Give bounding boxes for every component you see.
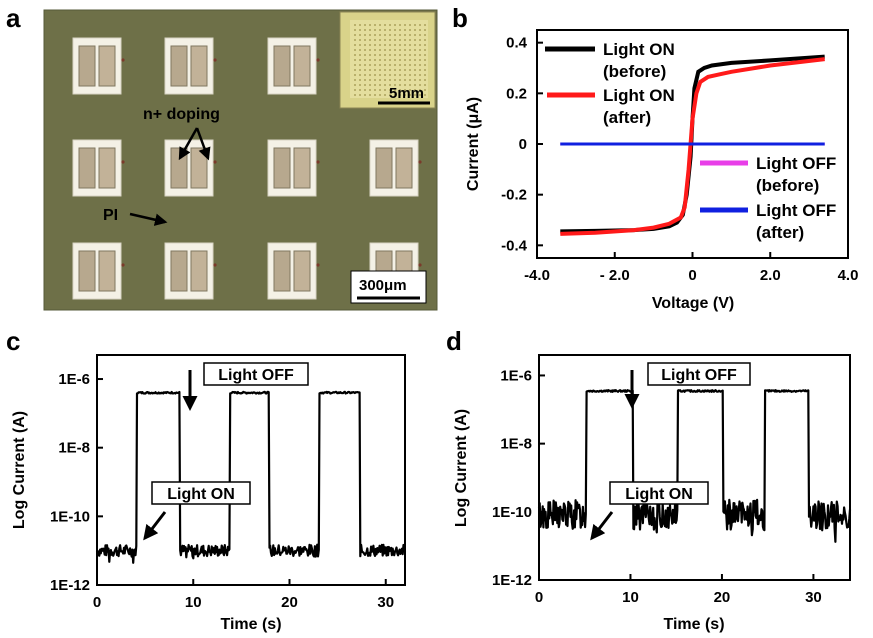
- panel-b-letter: b: [452, 3, 468, 33]
- iv-ylabel: Current (μA): [465, 97, 482, 191]
- c-plot-frame: [96, 354, 406, 586]
- x-tick-label: 0: [688, 267, 696, 284]
- d-ylabel: Log Current (A): [453, 409, 470, 527]
- x-tick-label: 30: [377, 594, 394, 611]
- device-pad: [72, 139, 125, 197]
- legend-label: (after): [603, 108, 651, 127]
- device-pad: [267, 37, 320, 95]
- legend-label: Light ON: [603, 40, 675, 59]
- panel-a-letter: a: [6, 3, 21, 33]
- device-pad: [369, 139, 422, 197]
- d-light-off-label: Light OFF: [661, 367, 737, 384]
- iv-xlabel: Voltage (V): [652, 295, 734, 312]
- c-xlabel: Time (s): [220, 616, 281, 633]
- x-tick-label: -4.0: [524, 267, 550, 284]
- pi-annotation: PI: [103, 207, 118, 224]
- x-tick-label: - 2.0: [600, 267, 630, 284]
- micrograph: 5mm n+ doping PI 300μm: [43, 9, 438, 311]
- d-light-on-box: [609, 481, 709, 505]
- x-tick-label: 20: [714, 589, 731, 606]
- panel-d-letter: d: [446, 326, 462, 356]
- c-light-off-label: Light OFF: [218, 367, 294, 384]
- inset-photo: 5mm: [339, 11, 436, 109]
- x-tick-label: 0: [535, 589, 543, 606]
- doping-annotation: n+ doping: [143, 106, 220, 123]
- d-light-on-arrow: [590, 511, 614, 541]
- d-light-on-label: Light ON: [625, 486, 693, 503]
- inset-scale-bar-label: 5mm: [389, 85, 424, 102]
- iv-chart: -4.0 - 2.0 0 2.0 4.0 0.4 0.2 0 -0.2 -0.4 Light ON…: [465, 29, 859, 312]
- series-line: [537, 389, 852, 543]
- legend-label: Light ON: [603, 86, 675, 105]
- legend-label: (after): [756, 223, 804, 242]
- legend-label: (before): [756, 176, 819, 195]
- c-light-on-label: Light ON: [167, 486, 235, 503]
- y-tick-label: 0.4: [506, 35, 528, 52]
- device-pad: [164, 139, 217, 197]
- photoswitch-chart-d: 0 10 20 30 1E-6 1E-8 1E-10 1E-12 Light OFF Ligh…: [453, 354, 852, 633]
- x-tick-label: 2.0: [760, 267, 781, 284]
- device-pad: [267, 242, 320, 300]
- legend-label: (before): [603, 62, 666, 81]
- y-tick-label: 1E-10: [50, 508, 90, 525]
- y-tick-label: 1E-12: [50, 577, 90, 594]
- y-tick-label: 1E-6: [500, 367, 532, 384]
- y-tick-label: 0.2: [506, 85, 527, 102]
- y-tick-label: 1E-12: [492, 572, 532, 589]
- d-xlabel: Time (s): [663, 616, 724, 633]
- x-tick-label: 30: [805, 589, 822, 606]
- c-light-on-box: [151, 481, 251, 505]
- device-pad: [72, 37, 125, 95]
- series-line: [95, 390, 407, 564]
- legend-label: Light OFF: [756, 154, 836, 173]
- x-tick-label: 20: [281, 594, 298, 611]
- doping-arrow-left: [178, 127, 199, 161]
- y-tick-label: 1E-8: [500, 436, 532, 453]
- y-tick-label: 1E-6: [58, 371, 90, 388]
- d-plot-frame: [538, 354, 851, 581]
- y-tick-label: 1E-10: [492, 504, 532, 521]
- doping-arrow-right: [195, 127, 211, 161]
- device-pad: [267, 139, 320, 197]
- iv-legend: Light ON (before) Light ON (after) Light OFF…: [545, 40, 836, 242]
- device-array: [72, 37, 422, 300]
- x-tick-label: 4.0: [838, 267, 859, 284]
- x-tick-label: 0: [93, 594, 101, 611]
- panel-c-letter: c: [6, 326, 20, 356]
- photoswitch-chart-c: 0 10 20 30 1E-6 1E-8 1E-10 1E-12 Light OFF Ligh…: [11, 354, 407, 633]
- device-pad: [72, 242, 125, 300]
- y-tick-label: -0.4: [501, 237, 528, 254]
- c-light-off-box: [203, 362, 309, 386]
- c-ylabel: Log Current (A): [11, 411, 28, 529]
- c-light-on-arrow: [143, 511, 167, 541]
- d-light-off-box: [647, 362, 751, 386]
- scale-bar-label: 300μm: [359, 277, 407, 294]
- pi-arrow: [129, 212, 168, 226]
- y-tick-label: -0.2: [501, 187, 527, 204]
- x-tick-label: 10: [622, 589, 639, 606]
- x-tick-label: 10: [185, 594, 202, 611]
- device-pad: [164, 242, 217, 300]
- y-tick-label: 1E-8: [58, 440, 90, 457]
- legend-label: Light OFF: [756, 201, 836, 220]
- device-pad: [164, 37, 217, 95]
- y-tick-label: 0: [519, 136, 527, 153]
